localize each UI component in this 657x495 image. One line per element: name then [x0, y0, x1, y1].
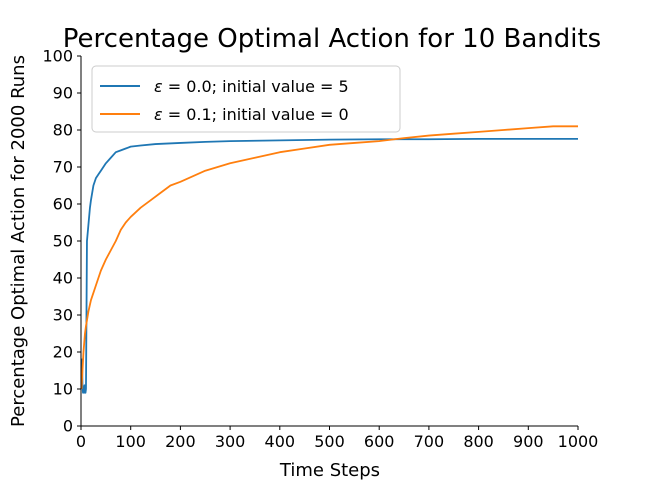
y-tick-label: 100	[42, 47, 73, 66]
y-axis-title: Percentage Optimal Action for 2000 Runs	[8, 55, 29, 427]
y-tick-label: 30	[53, 306, 73, 325]
y-tick-label: 70	[53, 158, 73, 177]
y-tick-label: 20	[53, 343, 73, 362]
x-tick-label: 900	[513, 432, 544, 451]
legend-text: = 0.0; initial value = 5	[163, 77, 349, 96]
legend-label-1: ε = 0.0; initial value = 5	[154, 77, 349, 96]
y-tick-label: 10	[53, 380, 73, 399]
x-tick-label: 400	[265, 432, 296, 451]
y-tick-label: 0	[63, 417, 73, 436]
x-tick-label: 700	[414, 432, 445, 451]
y-tick-label: 90	[53, 84, 73, 103]
legend: ε = 0.0; initial value = 5ε = 0.1; initi…	[91, 65, 401, 133]
legend-symbol: ε	[154, 77, 163, 96]
x-tick-label: 500	[314, 432, 345, 451]
x-tick-label: 1000	[558, 432, 599, 451]
y-ticks: 0 10 20 30 40 50 60 70 80 90 100	[42, 47, 81, 436]
y-tick-label: 40	[53, 269, 73, 288]
x-ticks: 0 100 200 300 400 500 600 700 800 900 1000	[76, 426, 598, 451]
chart-title: Percentage Optimal Action for 10 Bandits	[63, 24, 601, 54]
x-axis-title: Time Steps	[279, 460, 380, 481]
legend-symbol: ε	[154, 105, 163, 124]
legend-label-2: ε = 0.1; initial value = 0	[154, 105, 349, 124]
x-tick-label: 200	[165, 432, 196, 451]
y-tick-label: 50	[53, 232, 73, 251]
legend-entries: ε = 0.0; initial value = 5ε = 0.1; initi…	[100, 77, 349, 124]
series-line-1	[80, 137, 578, 394]
x-tick-label: 0	[76, 432, 86, 451]
y-tick-label: 80	[53, 121, 73, 140]
x-tick-label: 800	[463, 432, 494, 451]
x-tick-label: 600	[364, 432, 395, 451]
series-line-2	[80, 125, 578, 390]
x-tick-label: 100	[115, 432, 146, 451]
legend-text: = 0.1; initial value = 0	[163, 105, 349, 124]
legend-box	[91, 65, 401, 133]
plot-area	[80, 125, 578, 394]
x-tick-label: 300	[215, 432, 246, 451]
y-tick-label: 60	[53, 195, 73, 214]
